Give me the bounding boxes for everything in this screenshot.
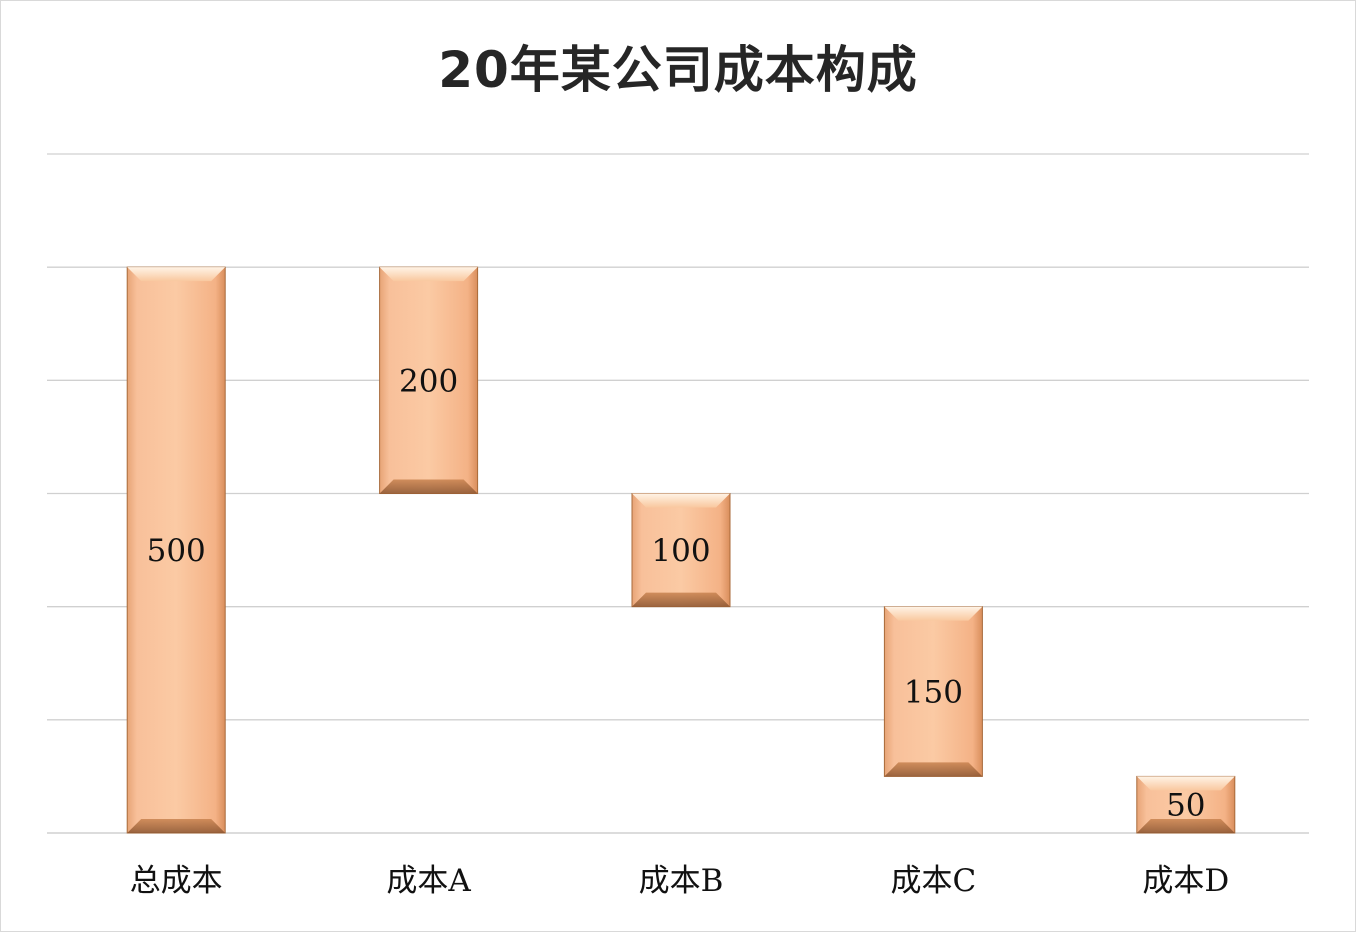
bar-bottom-bevel: [127, 819, 226, 833]
bar-top-bevel: [127, 267, 226, 282]
category-label-1: 成本A: [386, 863, 471, 899]
bar-bottom-bevel: [1136, 819, 1235, 833]
bars: [126, 266, 1236, 834]
category-label-2: 成本B: [639, 863, 724, 899]
bar-4: [1136, 775, 1236, 834]
bar-1: [379, 266, 479, 494]
bar-body: [631, 493, 731, 608]
value-label-2: 100: [651, 533, 710, 569]
bar-bottom-bevel: [632, 592, 730, 607]
bar-bottom-bevel: [884, 762, 983, 777]
category-label-3: 成本C: [891, 863, 977, 899]
bar-top-bevel: [1136, 776, 1235, 791]
value-labels: 500 200 100 150 50: [147, 363, 1206, 823]
bar-top-bevel: [379, 267, 478, 282]
value-label-1: 200: [399, 363, 458, 399]
chart-title: 20年某公司成本构成: [438, 41, 918, 99]
value-label-3: 150: [904, 675, 963, 711]
bar-top-bevel: [884, 606, 983, 621]
category-labels: 总成本 成本A 成本B 成本C 成本D: [130, 863, 1230, 899]
value-label-0: 500: [147, 533, 206, 569]
category-label-4: 成本D: [1142, 863, 1229, 899]
bar-2: [631, 493, 731, 608]
bar-bottom-bevel: [379, 479, 478, 494]
bar-body: [883, 606, 983, 777]
bar-top-bevel: [632, 493, 730, 508]
bar-3: [883, 606, 983, 777]
bar-0: [126, 266, 226, 834]
bar-body: [126, 266, 226, 834]
value-label-4: 50: [1166, 788, 1205, 824]
category-label-0: 总成本: [130, 863, 223, 899]
